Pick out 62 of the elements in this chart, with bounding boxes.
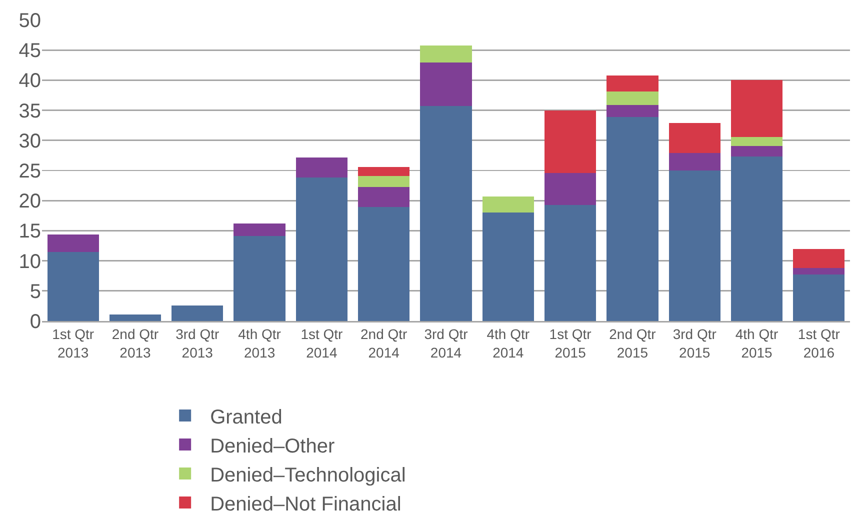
x-tick-label: 3rd Qtr 2014 bbox=[424, 326, 468, 360]
bar bbox=[109, 314, 162, 321]
x-tick-label: 2nd Qtr 2014 bbox=[360, 326, 408, 360]
bar bbox=[606, 104, 658, 117]
x-tick-label: 1st Qtr 2016 bbox=[798, 326, 840, 360]
x-tick-label: 3rd Qtr 2015 bbox=[672, 326, 717, 360]
y-tick-label: 50 bbox=[18, 10, 41, 32]
x-tick-label: 1st Qtr 2014 bbox=[300, 326, 344, 360]
bar bbox=[482, 212, 534, 321]
legend-label: Denied–Other bbox=[210, 435, 335, 458]
y-tick-label: 30 bbox=[18, 130, 41, 152]
bar bbox=[793, 274, 845, 321]
bar bbox=[420, 62, 472, 106]
x-tick-label: 2nd Qtr 2015 bbox=[609, 326, 656, 360]
x-tick-label: 2nd Qtr 2013 bbox=[112, 326, 159, 360]
legend-label: Granted bbox=[210, 406, 282, 428]
bar bbox=[172, 305, 224, 321]
y-tick-label: 40 bbox=[18, 70, 41, 92]
y-tick-label: 35 bbox=[18, 100, 41, 122]
y-tick-label: 20 bbox=[18, 190, 41, 213]
x-tick-label: 1st Qtr 2015 bbox=[549, 326, 592, 360]
bar bbox=[606, 116, 658, 321]
bar bbox=[296, 157, 348, 178]
bar bbox=[730, 80, 783, 137]
legend-label: Denied–Technological bbox=[210, 464, 406, 486]
x-tick-label: 4th Qtr 2013 bbox=[238, 326, 282, 360]
bar bbox=[730, 136, 783, 146]
bar bbox=[668, 153, 720, 170]
bar bbox=[47, 234, 99, 252]
bar bbox=[420, 106, 472, 321]
bar bbox=[730, 146, 783, 157]
x-tick-label: 1st Qtr 2013 bbox=[52, 326, 94, 360]
bar bbox=[296, 178, 348, 321]
y-tick-label: 45 bbox=[18, 40, 41, 62]
bar bbox=[234, 223, 286, 236]
bar bbox=[668, 170, 720, 321]
bar bbox=[358, 176, 410, 187]
bar bbox=[606, 92, 658, 105]
bar bbox=[793, 248, 845, 268]
bar bbox=[420, 45, 472, 63]
bar bbox=[544, 110, 596, 173]
x-tick-label: 3rd Qtr 2013 bbox=[176, 326, 220, 360]
y-tick-label: 10 bbox=[18, 250, 41, 273]
bar bbox=[358, 207, 410, 321]
bar bbox=[793, 268, 845, 275]
bar bbox=[482, 196, 534, 213]
x-tick-label: 4th Qtr 2015 bbox=[735, 326, 778, 360]
legend-label: Denied–Not Financial bbox=[210, 493, 402, 516]
bar bbox=[358, 186, 410, 208]
y-tick-label: 5 bbox=[30, 280, 41, 303]
bar bbox=[47, 252, 99, 321]
y-tick-label: 0 bbox=[30, 311, 41, 333]
bar bbox=[730, 156, 783, 321]
bar bbox=[234, 236, 286, 321]
bar bbox=[358, 166, 410, 176]
y-tick-label: 15 bbox=[18, 220, 41, 243]
bar bbox=[606, 75, 658, 92]
bar bbox=[544, 204, 596, 321]
x-tick-label: 4th Qtr 2014 bbox=[486, 326, 530, 360]
bar bbox=[668, 122, 720, 154]
y-tick-label: 25 bbox=[18, 160, 41, 182]
bar bbox=[544, 172, 596, 205]
